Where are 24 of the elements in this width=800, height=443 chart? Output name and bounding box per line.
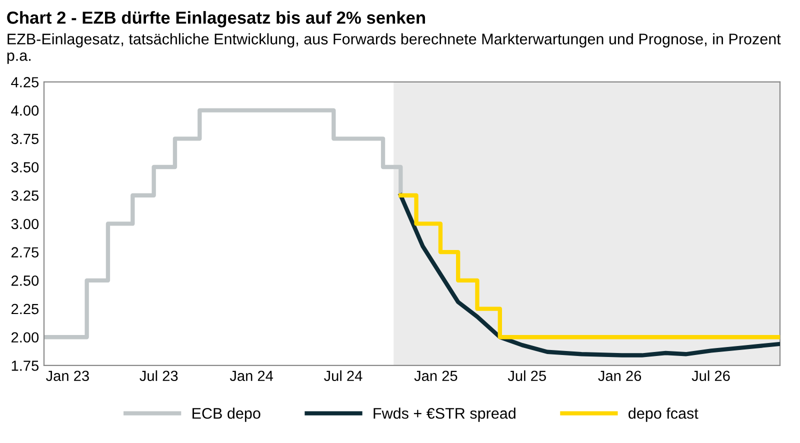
y-tick-label: 3.75 xyxy=(11,134,39,144)
y-tick-label: 4.00 xyxy=(11,105,39,116)
chart-title: Chart 2 - EZB dürfte Einlagesatz bis auf 2% senken xyxy=(7,11,425,28)
chart-subtitle: EZB-Einlagesatz, tatsächliche Entwicklung, aus Forwards berechnete Markterwartungen und Prognose, in Prozent p.a. xyxy=(7,33,781,64)
x-tick-label: Jan 24 xyxy=(230,370,274,382)
x-tick-label: Jul 23 xyxy=(140,370,178,382)
x-tick-label: Jul 25 xyxy=(508,370,546,382)
legend-label: ECB depo xyxy=(192,408,260,422)
y-tick-label: 3.00 xyxy=(11,218,39,230)
legend-label: depo fcast xyxy=(628,408,698,422)
y-tick-label: 3.50 xyxy=(11,162,39,172)
y-tick-label: 2.75 xyxy=(11,247,39,258)
y-tick-label: 3.25 xyxy=(11,190,39,201)
x-tick-label: Jul 26 xyxy=(692,370,730,382)
y-tick-label: 1.75 xyxy=(12,360,39,371)
y-tick-label: 2.00 xyxy=(11,332,39,343)
y-tick-label: 2.50 xyxy=(11,276,39,286)
y-tick-label: 2.25 xyxy=(11,304,39,314)
x-tick-label: Jul 24 xyxy=(324,370,362,382)
x-tick-label: Jan 25 xyxy=(414,370,458,382)
x-tick-label: Jan 23 xyxy=(46,370,89,382)
legend-label: Fwds + €STR spread xyxy=(374,408,516,422)
y-tick-label: 4.25 xyxy=(11,77,39,88)
x-tick-label: Jan 26 xyxy=(598,370,642,382)
